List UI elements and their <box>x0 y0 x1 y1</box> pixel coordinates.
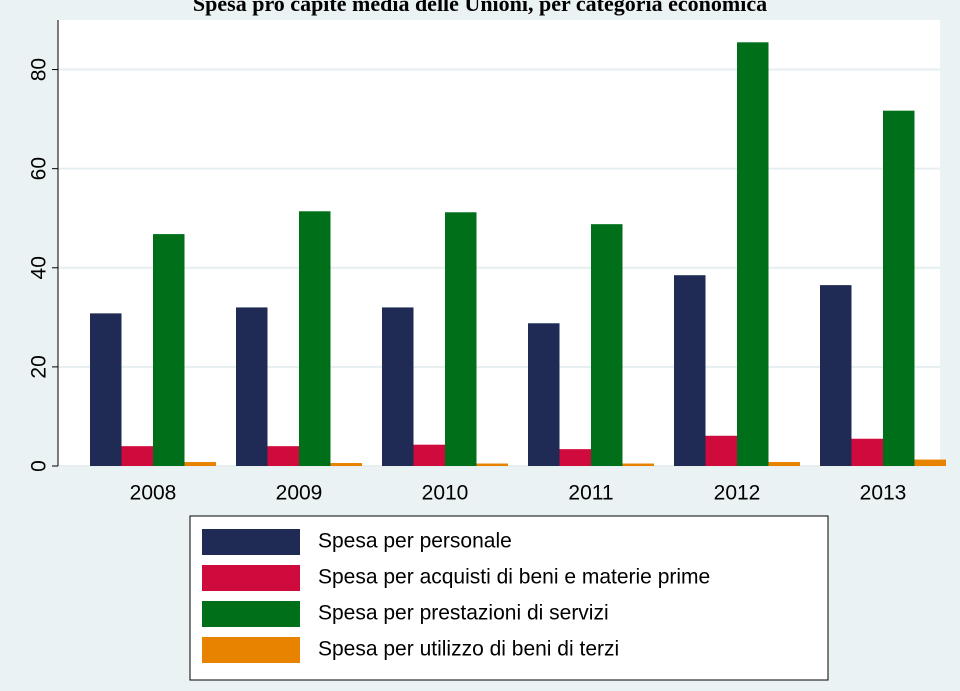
bar <box>705 435 737 466</box>
bar <box>591 224 623 466</box>
bar <box>267 446 299 466</box>
bar <box>330 463 362 466</box>
legend-swatch <box>202 637 300 663</box>
bar <box>528 323 560 466</box>
bar <box>445 212 477 466</box>
bar <box>622 463 654 466</box>
bar <box>559 449 591 466</box>
y-tick-label: 60 <box>28 157 51 180</box>
bar <box>413 444 445 466</box>
bar <box>382 307 414 466</box>
x-tick-label: 2010 <box>422 482 469 505</box>
legend-label: Spesa per acquisti di beni e materie pri… <box>318 566 710 589</box>
x-tick-label: 2012 <box>714 482 761 505</box>
bar <box>914 459 946 466</box>
legend-label: Spesa per personale <box>318 530 512 553</box>
x-tick-label: 2013 <box>860 482 907 505</box>
bar <box>851 438 883 466</box>
y-tick-label: 20 <box>28 355 51 378</box>
y-tick-label: 80 <box>28 58 51 81</box>
bar <box>90 313 122 466</box>
bar <box>737 42 769 467</box>
x-tick-label: 2009 <box>276 482 323 505</box>
bar <box>674 275 706 466</box>
bar <box>236 307 268 466</box>
bar <box>121 446 153 466</box>
bar <box>820 285 852 466</box>
bar <box>476 463 508 466</box>
legend-swatch <box>202 565 300 591</box>
legend-label: Spesa per prestazioni di servizi <box>318 602 609 625</box>
bar <box>768 462 800 466</box>
legend-swatch <box>202 601 300 627</box>
bar <box>153 234 185 466</box>
x-tick-label: 2008 <box>130 482 177 505</box>
legend-swatch <box>202 529 300 555</box>
y-tick-label: 40 <box>28 256 51 279</box>
chart-title: Spesa pro capite media delle Unioni, per… <box>193 0 767 16</box>
plot-area <box>58 20 940 466</box>
x-tick-label: 2011 <box>568 482 613 505</box>
legend-label: Spesa per utilizzo di beni di terzi <box>318 638 619 661</box>
y-tick-label: 0 <box>28 460 51 472</box>
bar <box>184 462 216 466</box>
bar <box>299 211 331 466</box>
bar <box>883 110 915 466</box>
